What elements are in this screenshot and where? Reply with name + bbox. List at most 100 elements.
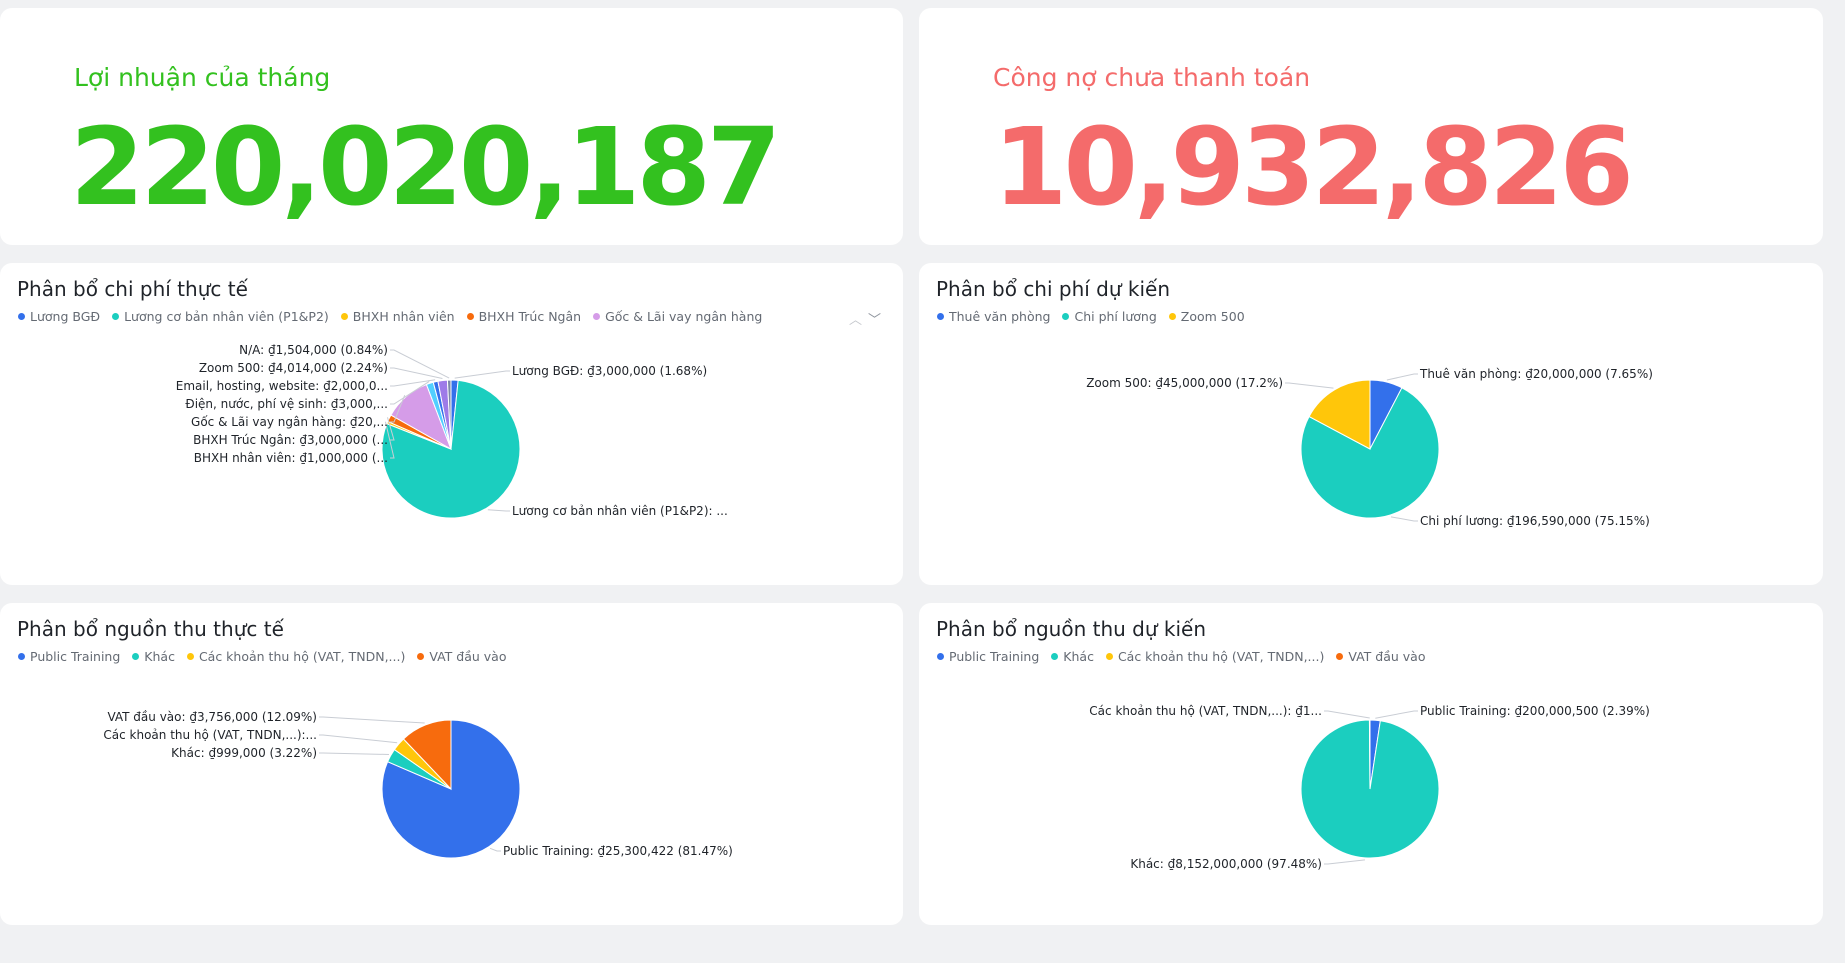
label-leader-line [1285, 382, 1334, 389]
chart-title: Phân bổ chi phí thực tế [17, 277, 248, 301]
pie-slice-label: BHXH Trúc Ngân: ₫3,000,000 (... [193, 433, 388, 447]
label-leader-line [1324, 710, 1370, 719]
pie-slice-label: Khác: ₫8,152,000,000 (97.48%) [1130, 857, 1322, 871]
legend-item[interactable]: BHXH nhân viên [340, 309, 455, 324]
legend-item[interactable]: Zoom 500 [1168, 309, 1245, 324]
label-leader-line [390, 367, 443, 380]
chart-legend: Thuê văn phòng Chi phí lương Zoom 500 [937, 309, 1245, 324]
pie-chart: Public Training: ₫200,000,500 (2.39%) Khá… [1089, 704, 1650, 871]
pie-slice[interactable] [1308, 379, 1371, 450]
legend-dot-icon [1168, 313, 1176, 320]
legend-item[interactable]: BHXH Trúc Ngân [466, 309, 582, 324]
label-leader-line [390, 349, 450, 379]
legend-item[interactable]: Các khoản thu hộ (VAT, TNDN,...) [1105, 649, 1324, 664]
chart-card-planned-expense: Phân bổ chi phí dự kiến Thuê văn phòng Ch… [919, 263, 1823, 585]
pie-slice-label: Các khoản thu hộ (VAT, TNDN,...):... [103, 728, 317, 742]
pie-slice-label: Thuê văn phòng: ₫20,000,000 (7.65%) [1419, 367, 1653, 381]
label-leader-line [319, 734, 398, 744]
pie-slice-label: Public Training: ₫25,300,422 (81.47%) [503, 844, 733, 858]
chart-legend: Public Training Khác Các khoản thu hộ (VAT… [18, 649, 506, 664]
pie-chart: Lương BGĐ: ₫3,000,000 (1.68%) Lương cơ bả… [176, 343, 728, 519]
legend-dot-icon [937, 653, 944, 660]
pie-slice[interactable] [1300, 387, 1440, 519]
chart-card-actual-revenue: Phân bổ nguồn thu thực tế Public Trainin… [0, 603, 903, 925]
pie-slice-label: Lương cơ bản nhân viên (P1&P2): ... [512, 504, 728, 518]
label-leader-line [384, 421, 395, 459]
label-leader-line [390, 379, 436, 387]
label-leader-line [390, 394, 406, 423]
legend-label: Chi phí lương [1074, 309, 1157, 324]
pie-slice-label: N/A: ₫1,504,000 (0.84%) [239, 343, 388, 357]
legend-label: BHXH nhân viên [352, 309, 455, 324]
label-leader-line [454, 370, 510, 379]
label-leader-line [489, 847, 501, 852]
pie-slice-label: Zoom 500: ₫4,014,000 (2.24%) [199, 361, 388, 375]
legend-dot-icon [186, 653, 194, 660]
legend-label: Các khoản thu hộ (VAT, TNDN,...) [198, 649, 406, 664]
legend-label: Public Training [30, 649, 121, 664]
label-leader-line [1386, 373, 1418, 381]
legend-item[interactable]: Lương cơ bản nhân viên (P1&P2) [112, 309, 329, 324]
legend-label: Lương BGĐ [30, 309, 101, 324]
legend-label: BHXH Trúc Ngân [478, 309, 582, 324]
legend-dot-icon [1105, 653, 1113, 660]
legend-dot-icon [112, 313, 120, 320]
pie-slice-label: Chi phí lương: ₫196,590,000 (75.15%) [1420, 514, 1650, 528]
legend-label: Khác [144, 649, 175, 664]
label-leader-line [1324, 859, 1366, 865]
legend-dot-icon [1051, 653, 1059, 660]
pie-slice[interactable] [402, 719, 452, 791]
pie-slice-label: Gốc & Lãi vay ngân hàng: ₫20,... [191, 415, 388, 429]
legend-label: Zoom 500 [1180, 309, 1245, 324]
label-leader-line [390, 380, 430, 405]
legend-dot-icon [466, 313, 474, 320]
legend-item[interactable]: Chi phí lương [1062, 309, 1157, 324]
chart-title: Phân bổ chi phí dự kiến [936, 277, 1171, 301]
chevron-down-icon[interactable]: ﹀ [867, 313, 887, 328]
label-leader-line [1390, 516, 1418, 522]
pie-slice[interactable] [446, 379, 452, 450]
kpi-label-debt: Công nợ chưa thanh toán [993, 63, 1311, 92]
legend-item[interactable]: VAT đầu vào [417, 649, 506, 664]
legend-label: VAT đầu vào [429, 649, 507, 664]
legend-item[interactable]: Lương BGĐ [18, 309, 100, 324]
legend-item[interactable]: Public Training [937, 649, 1039, 664]
legend-dot-icon [1062, 313, 1070, 320]
legend-dot-icon [18, 313, 25, 320]
pie-slice-label: Khác: ₫999,000 (3.22%) [171, 746, 317, 760]
chart-title: Phân bổ nguồn thu thực tế [17, 617, 284, 641]
legend-dot-icon [417, 653, 425, 660]
pie-slice[interactable] [1368, 719, 1371, 790]
legend-item[interactable]: Public Training [18, 649, 120, 664]
legend-item[interactable]: Gốc & Lãi vay ngân hàng [593, 309, 762, 324]
chart-card-planned-revenue: Phân bổ nguồn thu dự kiến Public Trainin… [919, 603, 1823, 925]
legend-dot-icon [937, 313, 944, 320]
legend-item[interactable]: Thuê văn phòng [937, 309, 1050, 324]
label-leader-line [487, 509, 510, 512]
legend-item[interactable]: Các khoản thu hộ (VAT, TNDN,...) [186, 649, 406, 664]
legend-label: Lương cơ bản nhân viên (P1&P2) [124, 309, 329, 324]
legend-dot-icon [132, 653, 140, 660]
legend-pager: ︿﹀ [849, 309, 887, 328]
pie-chart: Public Training: ₫25,300,422 (81.47%) Khá… [103, 710, 733, 859]
pie-chart: Thuê văn phòng: ₫20,000,000 (7.65%) Chi p… [1086, 367, 1653, 528]
kpi-card-profit: Lợi nhuận của tháng 220,020,187 [0, 8, 903, 245]
legend-dot-icon [340, 313, 348, 320]
kpi-value-profit: 220,020,187 [70, 106, 781, 230]
legend-item[interactable]: Khác [132, 649, 175, 664]
legend-label: Gốc & Lãi vay ngân hàng [605, 309, 763, 324]
pie-slice-label: Email, hosting, website: ₫2,000,0... [176, 379, 388, 393]
legend-dot-icon [18, 653, 25, 660]
chart-legend: Public Training Khác Các khoản thu hộ (VAT… [937, 649, 1425, 664]
chevron-up-icon[interactable]: ︿ [848, 313, 868, 328]
kpi-card-debt: Công nợ chưa thanh toán 10,932,826 [919, 8, 1823, 245]
legend-item[interactable]: Khác [1051, 649, 1094, 664]
pie-slice-label: Điện, nước, phí vệ sinh: ₫3,000,... [185, 397, 388, 411]
label-leader-line [386, 417, 395, 441]
chart-title: Phân bổ nguồn thu dự kiến [936, 617, 1207, 641]
pie-slice-label: Zoom 500: ₫45,000,000 (17.2%) [1086, 376, 1283, 390]
chart-card-actual-expense: Phân bổ chi phí thực tế Lương BGĐ Lương c… [0, 263, 903, 585]
label-leader-line [319, 752, 389, 755]
legend-item[interactable]: VAT đầu vào [1336, 649, 1425, 664]
legend-label: Khác [1063, 649, 1094, 664]
